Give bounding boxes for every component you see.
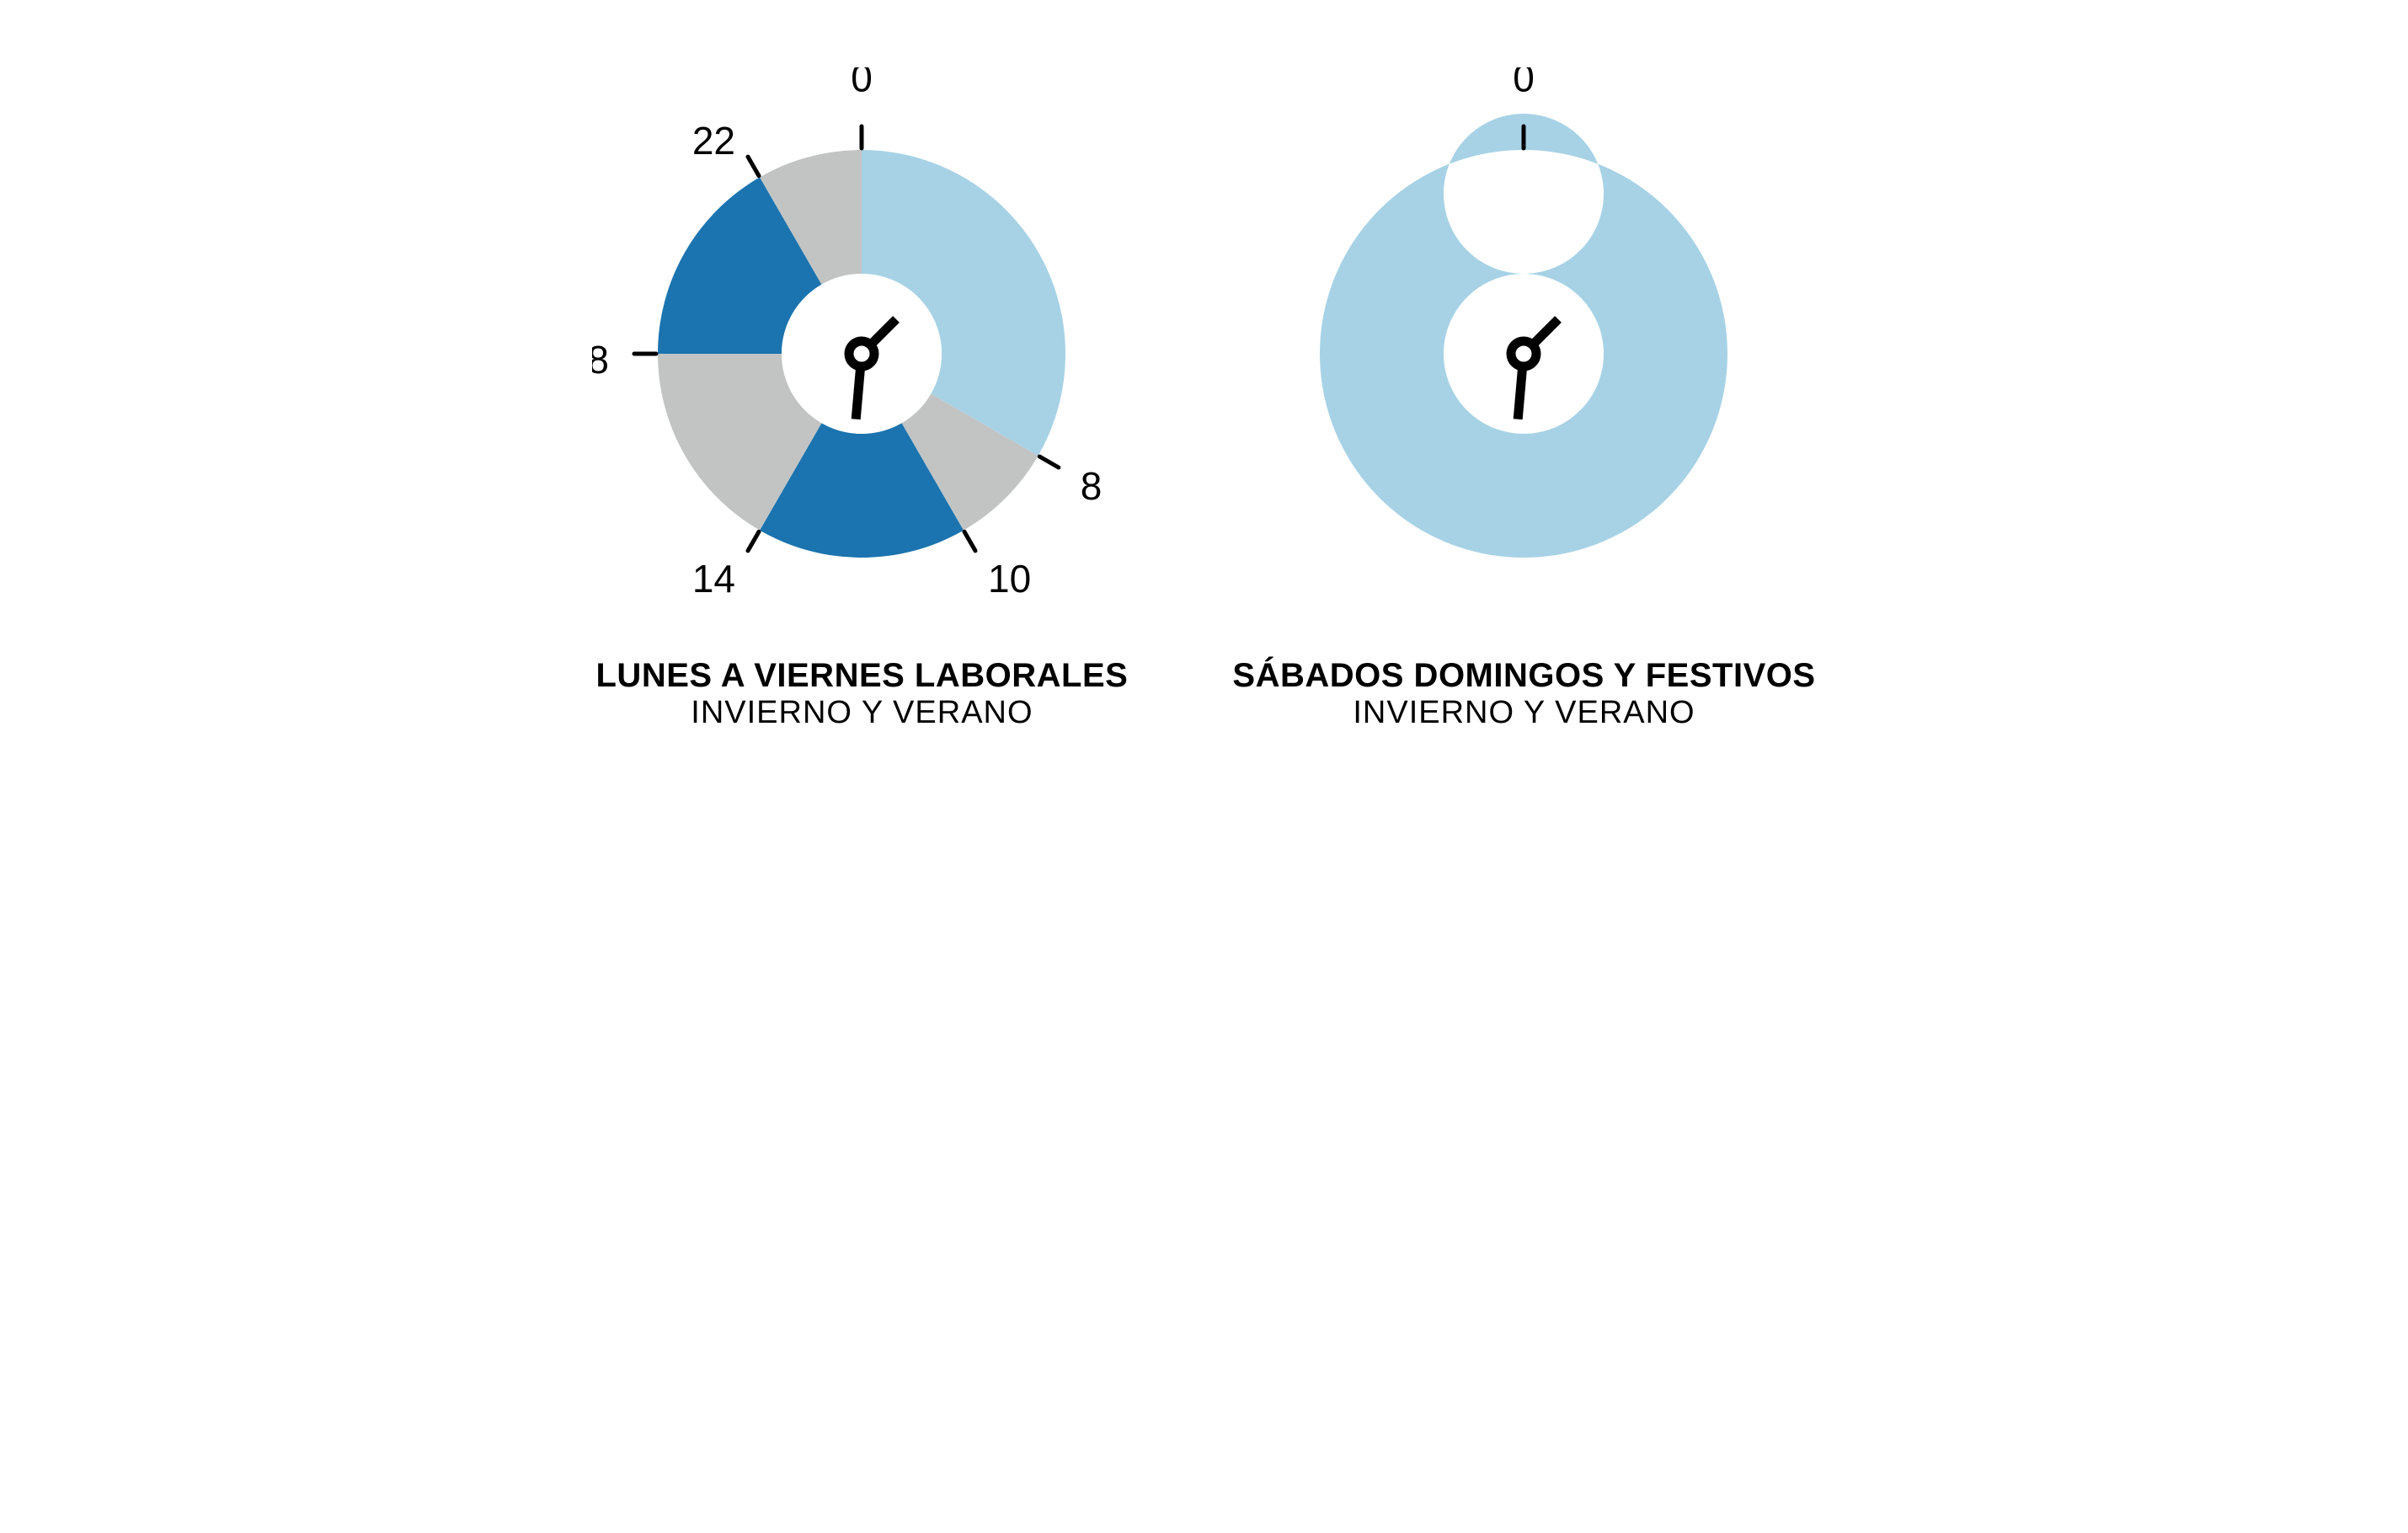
hour-label: 10 bbox=[988, 557, 1031, 601]
left-title: LUNES A VIERNES LABORALES bbox=[596, 657, 1129, 695]
weekday-clock: 0 8 10 14 18 22 bbox=[592, 67, 1131, 606]
right-subtitle: INVIERNO Y VERANO bbox=[1232, 695, 1815, 731]
clock-diagrams: 0 8 10 14 18 22 LUNES A VIERNES LABORALES INV… bbox=[0, 0, 2408, 782]
hour-label: 0 bbox=[852, 67, 873, 100]
hour-label: 0 bbox=[1514, 67, 1535, 100]
right-caption: SÁBADOS DOMINGOS Y FESTIVOS INVIERNO Y V… bbox=[1232, 657, 1815, 731]
hour-label: 22 bbox=[692, 119, 735, 163]
left-subtitle: INVIERNO Y VERANO bbox=[596, 695, 1129, 731]
left-caption: LUNES A VIERNES LABORALES INVIERNO Y VER… bbox=[596, 657, 1129, 731]
weekend-clock: 0 bbox=[1254, 67, 1793, 606]
hour-label: 14 bbox=[692, 557, 735, 601]
right-panel: 0 SÁBADOS DOMINGOS Y FESTIVOS INVIERNO Y… bbox=[1232, 67, 1815, 731]
right-title: SÁBADOS DOMINGOS Y FESTIVOS bbox=[1232, 657, 1815, 695]
hour-label: 18 bbox=[592, 338, 609, 382]
hour-label: 8 bbox=[1081, 464, 1103, 508]
left-panel: 0 8 10 14 18 22 LUNES A VIERNES LABORALES INV… bbox=[592, 67, 1131, 731]
